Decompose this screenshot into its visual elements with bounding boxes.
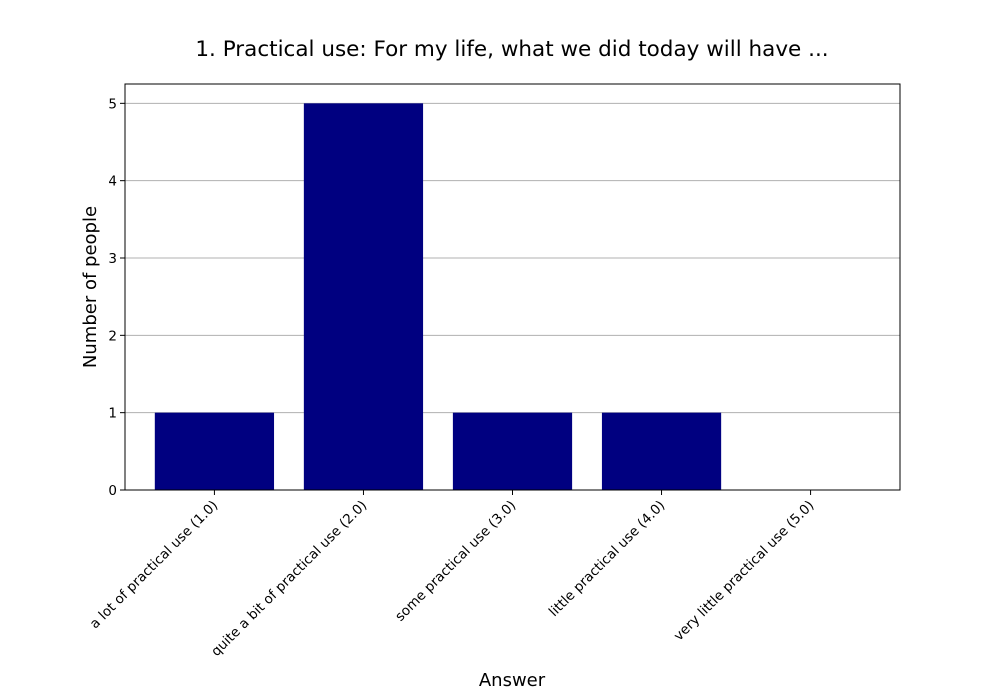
y-tick-label: 0 [108,483,117,499]
bar [154,412,275,490]
y-axis-ticks: 0 1 2 3 4 5 [108,96,125,499]
y-tick-label: 2 [108,328,117,344]
bar [452,412,573,490]
y-tick-label: 5 [108,96,117,112]
y-tick-label: 1 [108,406,117,422]
y-tick-label: 4 [108,174,117,190]
x-axis-label: Answer [479,670,546,691]
chart-title: 1. Practical use: For my life, what we d… [195,37,828,62]
bar [303,103,424,490]
y-axis-label: Number of people [80,206,101,368]
bars [154,103,722,490]
y-tick-label: 3 [108,251,117,267]
bar [601,412,722,490]
